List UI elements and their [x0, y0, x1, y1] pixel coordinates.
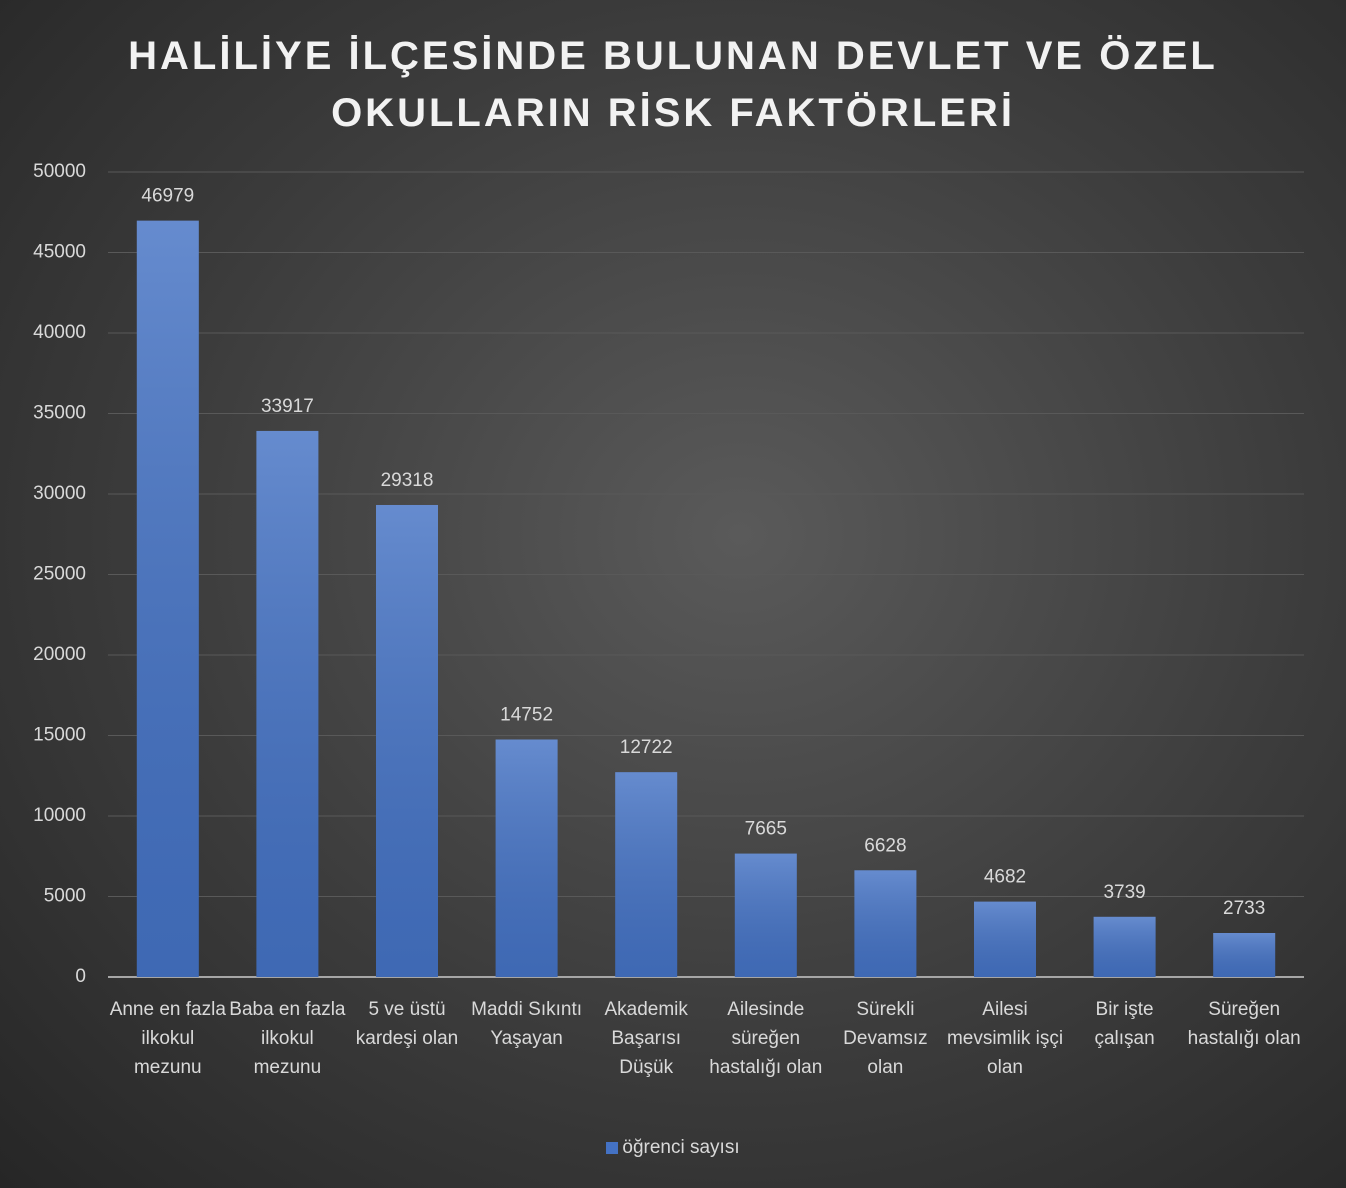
y-tick-label: 35000: [33, 403, 86, 424]
value-label: 46979: [141, 186, 194, 207]
y-tick-label: 25000: [33, 564, 86, 585]
y-tick-label: 10000: [33, 805, 86, 826]
bar-group: [734, 853, 797, 977]
legend-label: öğrenci sayısı: [622, 1137, 740, 1158]
bar-shade: [1213, 932, 1276, 977]
x-tick-label: Akademik Başarısı Düşük: [604, 999, 688, 1078]
bar-shade: [615, 772, 678, 977]
value-label: 3739: [1103, 882, 1145, 903]
x-tick-label: Baba en fazla ilkokul mezunu: [229, 999, 346, 1078]
bar-group: [136, 220, 199, 977]
x-tick-label: Ailesinde süreğen hastalığı olan: [709, 999, 823, 1078]
y-tick-label: 15000: [33, 725, 86, 746]
bar-shade: [854, 870, 917, 977]
value-label: 12722: [620, 737, 673, 758]
y-tick-label: 0: [75, 966, 86, 987]
bar-shade: [974, 901, 1036, 977]
value-label: 14752: [500, 705, 553, 726]
legend: öğrenci sayısı: [0, 1137, 1346, 1159]
value-label: 6628: [864, 835, 906, 856]
bar-shade: [495, 739, 558, 977]
bar-group: [615, 772, 678, 977]
bar-group: [256, 430, 319, 978]
value-label: 33917: [261, 396, 314, 417]
y-tick-label: 45000: [33, 242, 86, 263]
x-tick-label: Anne en fazla ilkokul mezunu: [109, 999, 226, 1078]
value-label: 4682: [984, 867, 1026, 888]
bar-shade: [256, 430, 319, 978]
bar-group: [495, 739, 558, 977]
y-tick-label: 50000: [33, 161, 86, 182]
x-tick-label: 5 ve üstü kardeşi olan: [355, 999, 459, 1049]
y-tick-label: 30000: [33, 483, 86, 504]
value-label: 7665: [745, 819, 787, 840]
chart-title: HALİLİYE İLÇESİNDE BULUNAN DEVLET VE ÖZE…: [128, 34, 1218, 135]
value-label: 2733: [1223, 898, 1265, 919]
bar-group: [1213, 932, 1276, 977]
value-label: 29318: [381, 470, 434, 491]
bar-shade: [376, 504, 438, 977]
x-tick-label: Süreğen hastalığı olan: [1187, 999, 1301, 1049]
bar-group: [1093, 916, 1156, 977]
x-tick-label: Maddi Sıkıntı Yaşayan: [471, 999, 583, 1049]
x-tick-label: Sürekli Devamsız olan: [843, 999, 928, 1078]
bar-group: [854, 870, 917, 977]
bar-group: [376, 504, 438, 977]
bar-shade: [1093, 916, 1156, 977]
bar-group: [974, 901, 1036, 977]
bar-shade: [734, 853, 797, 977]
bar-shade: [136, 220, 199, 977]
y-tick-label: 5000: [44, 886, 86, 907]
x-tick-label: Bir işte çalışan: [1094, 999, 1155, 1049]
x-tick-label: Ailesi mevsimlik işçi olan: [946, 999, 1064, 1078]
legend-item: öğrenci sayısı: [606, 1137, 740, 1158]
legend-swatch: [606, 1142, 619, 1154]
y-tick-label: 40000: [33, 322, 86, 343]
y-tick-label: 20000: [33, 644, 86, 665]
